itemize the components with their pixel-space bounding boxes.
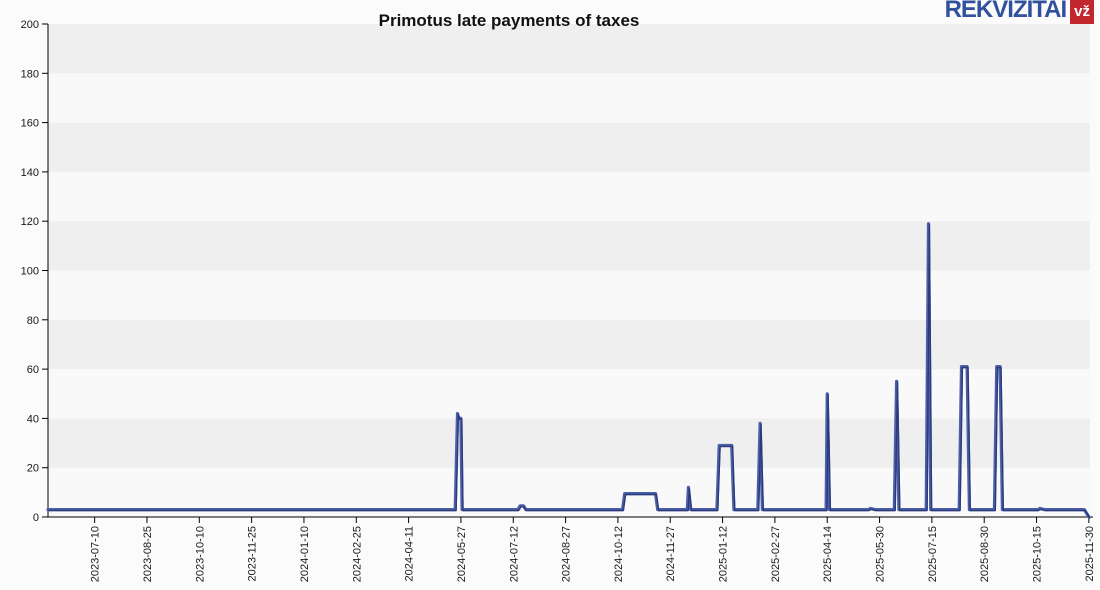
svg-text:2025-04-14: 2025-04-14 [822,526,834,582]
svg-text:160: 160 [21,118,39,130]
y-axis-labels: 0 20 40 60 80 100 120 140 160 180 200 [21,19,48,524]
svg-text:2025-11-30: 2025-11-30 [1084,526,1096,581]
svg-text:40: 40 [27,413,39,425]
svg-text:2024-02-25: 2024-02-25 [351,526,363,582]
rekvizitai-logo-text: REKVIZITAI [944,0,1068,23]
svg-text:100: 100 [21,266,39,278]
svg-text:2024-08-27: 2024-08-27 [561,526,573,582]
svg-text:2023-07-10: 2023-07-10 [90,526,102,582]
svg-text:2024-07-12: 2024-07-12 [508,526,520,582]
svg-text:2024-01-10: 2024-01-10 [299,526,311,582]
svg-text:2025-01-12: 2025-01-12 [718,526,730,582]
svg-text:0: 0 [33,512,39,524]
svg-text:2025-05-30: 2025-05-30 [875,526,887,582]
svg-text:2025-07-15: 2025-07-15 [927,526,939,582]
svg-text:180: 180 [21,68,39,80]
svg-text:2024-04-11: 2024-04-11 [404,526,416,581]
rekvizitai-logo[interactable]: REKVIZITAI vž [945,0,1094,24]
svg-text:2025-02-27: 2025-02-27 [770,526,782,582]
late-payments-series-line-shade [48,223,1091,519]
svg-text:2024-05-27: 2024-05-27 [456,526,468,582]
x-axis-labels: 2023-07-10 2023-08-25 2023-10-10 2023-11-25… [90,517,1096,582]
svg-text:2023-10-10: 2023-10-10 [194,526,206,582]
svg-text:80: 80 [27,315,39,327]
svg-text:2023-11-25: 2023-11-25 [247,526,259,581]
svg-text:140: 140 [21,167,39,179]
svg-text:20: 20 [27,463,39,475]
svg-text:120: 120 [21,216,39,228]
vz-logo-badge: vž [1070,0,1094,24]
grid-bands [48,24,1090,517]
late-payments-series-line [46,222,1091,519]
chart-title: Primotus late payments of taxes [378,11,640,30]
svg-text:2025-10-15: 2025-10-15 [1032,526,1044,582]
svg-text:2024-11-27: 2024-11-27 [665,526,677,581]
svg-text:200: 200 [21,19,39,31]
svg-text:2023-08-25: 2023-08-25 [142,526,154,582]
svg-text:2024-10-12: 2024-10-12 [613,526,625,582]
svg-text:60: 60 [27,364,39,376]
svg-text:2025-08-30: 2025-08-30 [979,526,991,582]
